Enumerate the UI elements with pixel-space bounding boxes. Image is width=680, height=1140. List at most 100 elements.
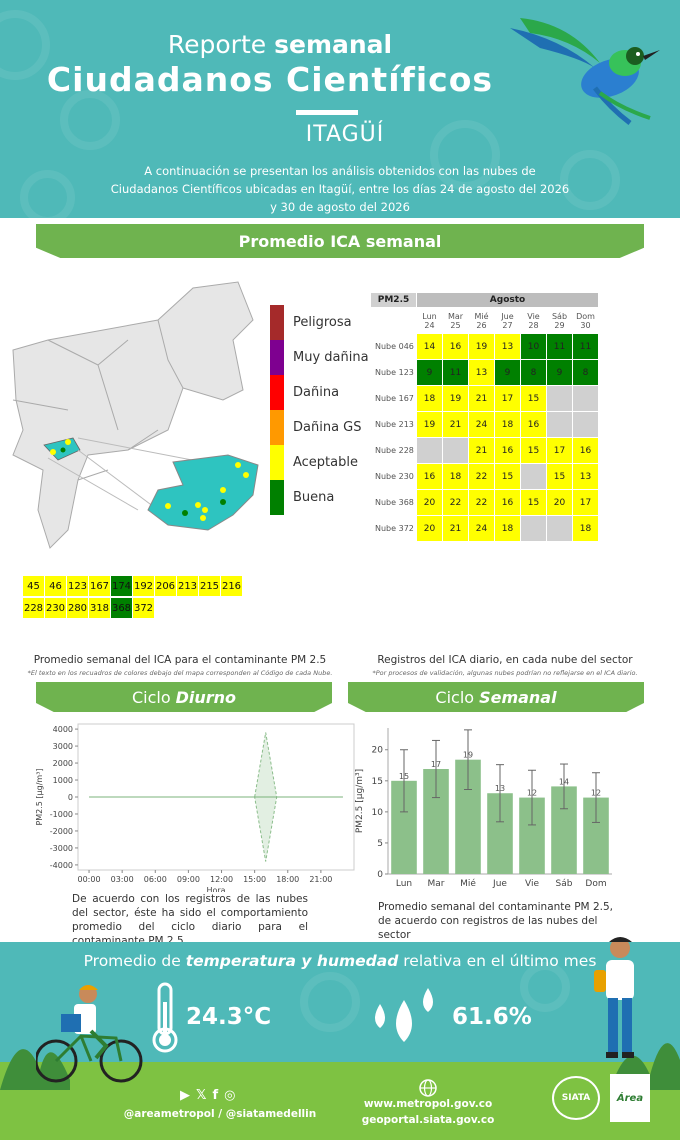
ica-cell: [442, 437, 469, 464]
map-code-row: 45 46 123 167 174 192 206 213 215 216: [23, 576, 243, 596]
website-siata[interactable]: geoportal.siata.gov.co: [361, 1114, 495, 1126]
ica-cell: 11: [546, 333, 573, 360]
month-header: Agosto: [416, 292, 599, 308]
ica-cell: 15: [546, 463, 573, 490]
legend-label: Dañina: [293, 385, 340, 400]
ica-cell: 17: [546, 437, 573, 464]
legend-label: Peligrosa: [293, 315, 352, 330]
map-caption: Promedio semanal del ICA para el contami…: [33, 654, 327, 666]
ica-cell: 8: [572, 359, 599, 386]
legend-label: Dañina GS: [293, 420, 362, 435]
row-label: Nube 228: [370, 437, 417, 464]
row-label: Nube 213: [370, 411, 417, 438]
x-tick-label: 21:00: [309, 875, 332, 884]
y-tick-label: 0: [377, 870, 383, 880]
ica-cell: 18: [494, 411, 521, 438]
x-twitter-icon[interactable]: 𝕏: [196, 1088, 207, 1103]
ciclo-diurno-banner: Ciclo Diurno: [36, 682, 332, 712]
row-label: Nube 046: [370, 333, 417, 360]
map-note: *El texto en los recuadros de colores de…: [27, 669, 333, 677]
map-code-cell: 372: [133, 598, 155, 618]
ica-cell: 15: [520, 489, 547, 516]
ica-cell: 22: [468, 463, 495, 490]
row-label: Nube 372: [370, 515, 417, 542]
ica-cell: 18: [442, 463, 469, 490]
facebook-icon[interactable]: f: [212, 1088, 219, 1103]
report-subtitle: Ciudadanos Científicos: [46, 60, 494, 99]
ica-cell: 21: [468, 385, 495, 412]
day-header: Mar 25: [442, 307, 469, 334]
ica-cell: 24: [468, 515, 495, 542]
day-header: Vie 28: [520, 307, 547, 334]
day-header: Sáb 29: [546, 307, 573, 334]
ciclo-semanal-banner: Ciclo Semanal: [348, 682, 644, 712]
thermometer-icon: [152, 982, 178, 1053]
x-tick-label: Vie: [525, 879, 539, 889]
table-row: Nube 123 9 11 13 9 8 9 8: [370, 359, 599, 386]
title-divider: [296, 110, 358, 115]
map-code-cell: 213: [177, 576, 199, 596]
x-tick-label: Dom: [585, 879, 606, 889]
table-row: Nube 372 20 21 24 18 18: [370, 515, 599, 542]
map-code-cell: 230: [45, 598, 67, 618]
day-header: Lun 24: [416, 307, 443, 334]
day-header: Jue 27: [494, 307, 521, 334]
map-code-cell: 368: [111, 598, 133, 618]
bird-illustration: [510, 18, 660, 125]
ica-cell: [416, 437, 443, 464]
pollutant-label: PM2.5: [370, 292, 417, 308]
ica-cell: 9: [416, 359, 443, 386]
y-axis-label: PM2.5 [µg/m³]: [355, 769, 365, 833]
map-code-cell: 167: [89, 576, 111, 596]
ica-cell: 13: [468, 359, 495, 386]
area-metropolitana-logo: Área: [610, 1074, 650, 1122]
social-handles[interactable]: @areametropol / @siatamedellin: [123, 1108, 317, 1120]
table-row: Nube 230 16 18 22 15 15 13: [370, 463, 599, 490]
data-label: 17: [431, 760, 441, 769]
ica-cell: 22: [468, 489, 495, 516]
ica-cell: 10: [520, 333, 547, 360]
y-tick-label: -2000: [50, 827, 73, 836]
website-metropol[interactable]: www.metropol.gov.co: [363, 1098, 493, 1110]
person-illustration: [594, 937, 634, 1058]
ica-cell: 19: [416, 411, 443, 438]
map-code-cell: 216: [221, 576, 243, 596]
legend-label: Buena: [293, 490, 335, 505]
row-label: Nube 167: [370, 385, 417, 412]
x-tick-label: Sáb: [556, 879, 573, 889]
table-note: *Por procesos de validación, algunas nub…: [372, 669, 638, 677]
ica-cell: 17: [494, 385, 521, 412]
diurno-chart: 4000 3000 2000 1000 0 -1000 -2000 -3000 -4000 00:…: [35, 723, 355, 892]
day-header: Mié 26: [468, 307, 495, 334]
data-label: 14: [559, 777, 569, 786]
day-header-row: Lun 24 Mar 25 Mié 26 Jue 27 Vie 28 Sáb 29 Dom 30: [370, 307, 599, 334]
ica-cell: [520, 463, 547, 490]
header: Reporte semanal Ciudadanos Científicos I…: [0, 0, 680, 218]
ica-cell: 15: [494, 463, 521, 490]
youtube-icon[interactable]: ▶: [180, 1088, 190, 1103]
ica-section-banner: Promedio ICA semanal: [36, 224, 644, 258]
ica-cell: 13: [494, 333, 521, 360]
ica-cell: 18: [494, 515, 521, 542]
siata-logo: SIATA: [552, 1076, 600, 1120]
semanal-chart: 0 5 10 15 20 15 Lun 17 Mar 19 Mié 13 Jue 12 Vie 14 Sáb 12…: [355, 728, 612, 889]
ica-cell: 20: [416, 489, 443, 516]
x-axis-label: Hora: [206, 886, 225, 892]
ica-cell: [546, 385, 573, 412]
x-tick-label: Mar: [428, 879, 445, 889]
ica-cell: 16: [494, 489, 521, 516]
ica-cell: 15: [520, 385, 547, 412]
instagram-icon[interactable]: ◎: [224, 1088, 236, 1103]
map-code-row: 228 230 280 318 368 372: [23, 598, 155, 618]
ica-cell: 17: [572, 489, 599, 516]
temperature-value: 24.3°C: [186, 1004, 272, 1030]
data-label: 19: [463, 751, 473, 760]
map-code-cell: 206: [155, 576, 177, 596]
ica-cell: [546, 411, 573, 438]
table-row: Nube 228 21 16 15 17 16: [370, 437, 599, 464]
ica-cell: 16: [416, 463, 443, 490]
row-label: Nube 368: [370, 489, 417, 516]
map-code-cell: 280: [67, 598, 89, 618]
ica-cell: 16: [494, 437, 521, 464]
map-code-cell: 123: [67, 576, 89, 596]
